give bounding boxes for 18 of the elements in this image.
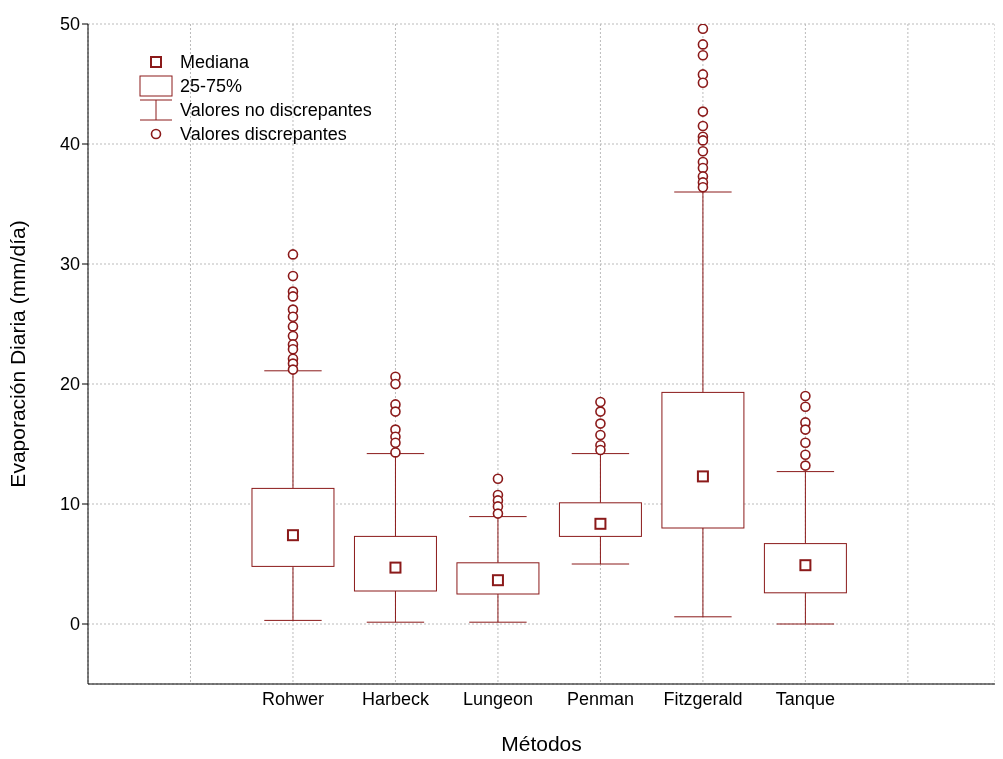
- y-tick-label: 40: [59, 134, 80, 155]
- x-tick-label: Harbeck: [361, 688, 430, 709]
- x-tick-label: Fitzgerald: [663, 688, 743, 709]
- y-tick-label: 20: [59, 374, 80, 395]
- y-axis-title: Evaporación Diaria (mm/día): [6, 220, 30, 488]
- annotation: Valores discrepantes: [180, 123, 347, 146]
- annotation: Mediana: [180, 51, 250, 74]
- x-axis-title: Métodos: [501, 732, 582, 755]
- y-tick-label: 0: [69, 614, 80, 635]
- x-tick-label: Penman: [566, 688, 634, 709]
- x-tick-label: Rohwer: [261, 688, 324, 709]
- x-tick-label: Lungeon: [462, 688, 533, 709]
- y-tick-label: 30: [59, 254, 80, 275]
- y-tick-label: 50: [59, 14, 80, 35]
- annotation: Valores no discrepantes: [180, 99, 372, 122]
- x-tick-label: Tanque: [775, 688, 835, 709]
- y-tick-label: 10: [59, 494, 80, 515]
- annotation: 25-75%: [180, 75, 243, 98]
